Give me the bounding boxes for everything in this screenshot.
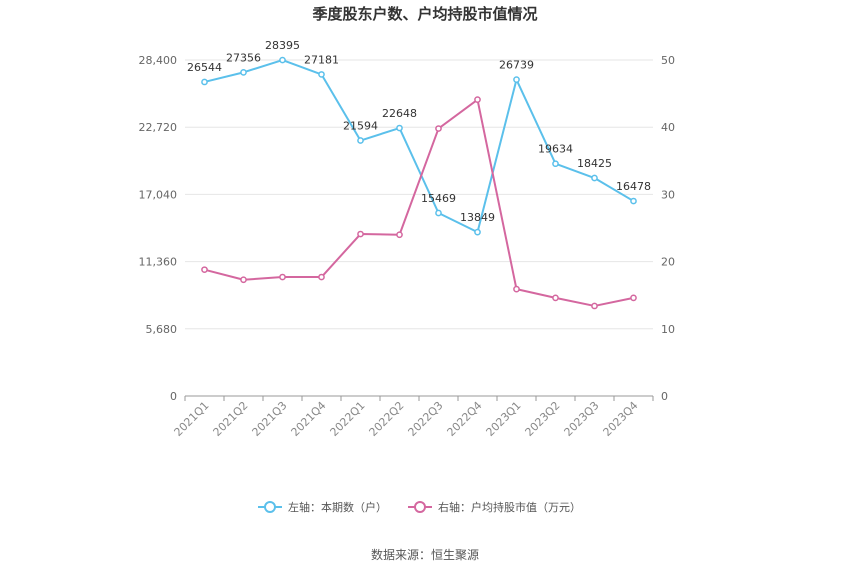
- data-label: 13849: [460, 211, 495, 224]
- legend-left-marker-icon: [264, 501, 276, 513]
- left-series-point: [630, 197, 637, 205]
- right-series-point: [552, 294, 559, 302]
- legend-right-label: 右轴：户均持股市值（万元）: [438, 500, 581, 514]
- x-axis-tick-label: 2021Q1: [172, 399, 212, 439]
- left-axis-tick-label: 5,680: [146, 323, 178, 336]
- left-series-point: [513, 76, 520, 84]
- left-series-point: [279, 56, 286, 64]
- left-series-point: [240, 69, 247, 76]
- legend-item-right-series[interactable]: 右轴：户均持股市值（万元）: [408, 500, 581, 514]
- legend-right-marker-icon: [414, 501, 426, 513]
- left-series-point: [396, 124, 403, 132]
- series-layer: [201, 56, 637, 310]
- right-series-point: [474, 96, 481, 103]
- x-axis: 2021Q12021Q22021Q32021Q42022Q12022Q22022…: [172, 395, 654, 439]
- left-series-point: [591, 174, 598, 182]
- x-axis-tick-label: 2023Q2: [523, 399, 563, 439]
- right-axis-tick-label: 0: [661, 390, 668, 403]
- data-label: 26544: [187, 61, 222, 74]
- x-axis-tick-label: 2023Q1: [484, 399, 524, 439]
- right-series-point: [357, 230, 364, 238]
- left-series-point: [201, 78, 208, 86]
- data-label: 15469: [421, 192, 456, 205]
- legend: 左轴：本期数（户） 右轴：户均持股市值（万元）: [258, 500, 581, 514]
- right-series-point: [630, 294, 637, 302]
- data-label: 27356: [226, 51, 261, 64]
- left-series-line: [204, 59, 635, 234]
- right-series-point: [318, 273, 325, 281]
- left-axis-tick-label: 11,360: [139, 256, 178, 269]
- left-series-point: [435, 209, 442, 217]
- right-series-line: [204, 98, 634, 307]
- x-axis-tick-label: 2021Q3: [250, 399, 290, 439]
- x-axis-tick-label: 2022Q4: [445, 399, 485, 439]
- data-label: 27181: [304, 53, 339, 66]
- right-series-point: [513, 285, 520, 293]
- right-axis-tick-label: 30: [661, 188, 675, 201]
- right-axis-tick-label: 40: [661, 121, 675, 134]
- legend-item-left-series[interactable]: 左轴：本期数（户）: [258, 500, 387, 514]
- right-series-point: [240, 276, 247, 284]
- x-axis-tick-label: 2022Q2: [367, 399, 407, 439]
- x-axis-tick-label: 2022Q1: [328, 399, 368, 439]
- chart-title: 季度股东户数、户均持股市值情况: [312, 5, 537, 23]
- x-axis-tick-label: 2021Q4: [289, 399, 329, 439]
- legend-left-label: 左轴：本期数（户）: [288, 500, 387, 514]
- left-y-axis: 0 5,680 11,360 17,040 22,720 28,400: [139, 54, 178, 403]
- x-axis-tick-label: 2023Q4: [601, 399, 641, 439]
- left-axis-tick-label: 0: [170, 390, 177, 403]
- gridlines: [185, 59, 653, 330]
- data-label: 21594: [343, 120, 378, 133]
- left-axis-tick-label: 17,040: [139, 188, 178, 201]
- right-series-point: [435, 125, 442, 132]
- right-axis-tick-label: 20: [661, 256, 675, 269]
- left-series-point: [552, 160, 559, 168]
- right-series-point: [279, 273, 286, 281]
- data-labels: 26544 27356 28395 27181 21594 22648 15469 13849…: [187, 39, 651, 224]
- data-label: 19634: [538, 143, 573, 156]
- data-source-note: 数据来源：恒生聚源: [371, 547, 479, 562]
- x-axis-tick-label: 2023Q3: [562, 399, 602, 439]
- right-axis-tick-label: 50: [661, 54, 675, 67]
- left-series-point: [357, 137, 364, 144]
- right-series-point: [396, 231, 403, 239]
- data-label: 22648: [382, 107, 417, 120]
- data-label: 16478: [616, 180, 651, 193]
- left-axis-tick-label: 22,720: [139, 121, 178, 134]
- x-axis-tick-label: 2021Q2: [211, 399, 251, 439]
- right-y-axis: 0 10 20 30 40 50: [661, 54, 675, 403]
- data-label: 28395: [265, 39, 300, 52]
- right-series-point: [591, 302, 598, 310]
- data-label: 26739: [499, 59, 534, 72]
- left-axis-tick-label: 28,400: [139, 54, 178, 67]
- data-label: 18425: [577, 157, 612, 170]
- x-axis-tick-label: 2022Q3: [406, 399, 446, 439]
- right-series-point: [201, 266, 208, 274]
- left-series-point: [318, 71, 325, 78]
- left-series-point: [474, 228, 481, 236]
- right-axis-tick-label: 10: [661, 323, 675, 336]
